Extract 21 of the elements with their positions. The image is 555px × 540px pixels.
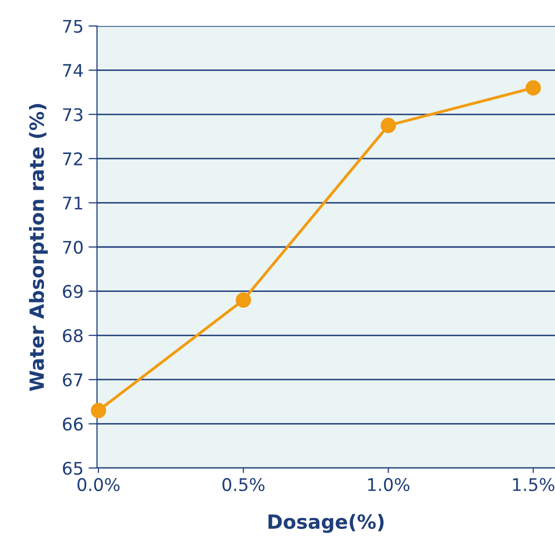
y-tick-label: 66 bbox=[62, 418, 83, 431]
x-tick-label: 1.0% bbox=[368, 478, 410, 492]
point bbox=[380, 118, 396, 134]
point bbox=[90, 402, 106, 418]
point bbox=[526, 80, 541, 96]
y-tick-label: 71 bbox=[63, 196, 82, 210]
y-tick-label: 67 bbox=[62, 373, 82, 386]
x-tick-label: 0.5% bbox=[222, 478, 264, 492]
y-tick-label: 65 bbox=[62, 462, 82, 475]
point bbox=[236, 292, 252, 308]
y-tick-label: 73 bbox=[63, 108, 82, 122]
y-tick-label: 72 bbox=[63, 152, 82, 166]
y-tick-label: 70 bbox=[63, 240, 83, 254]
y-tick-label: 75 bbox=[63, 20, 82, 33]
y-axis-title: Water Absorption rate (%) bbox=[29, 104, 48, 392]
y-tick-label: 68 bbox=[62, 329, 83, 342]
x-tick-label: 1.5% bbox=[513, 478, 554, 492]
x-axis-title: Dosage(%) bbox=[268, 514, 384, 533]
x-tick-label: 0.0% bbox=[78, 478, 120, 492]
y-tick-label: 69 bbox=[62, 284, 83, 298]
y-tick-label: 74 bbox=[63, 64, 83, 77]
